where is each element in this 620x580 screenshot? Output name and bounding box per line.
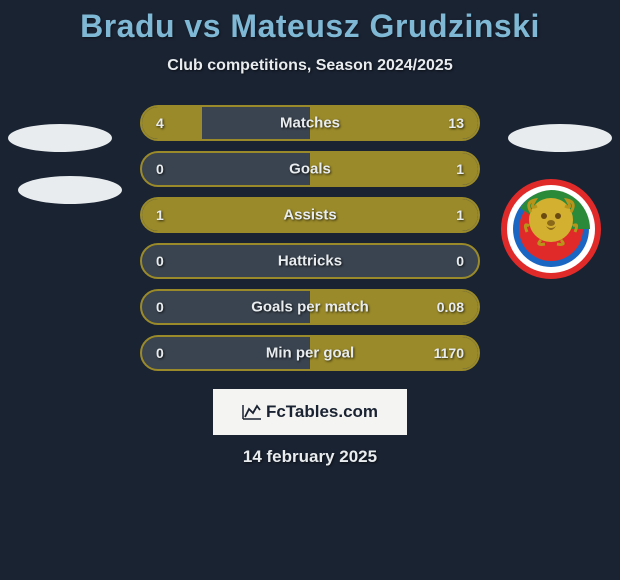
stat-row: 0Hattricks0 xyxy=(140,243,480,279)
stat-row: 0Goals1 xyxy=(140,151,480,187)
stat-value-right: 1 xyxy=(456,161,464,177)
stat-value-right: 0 xyxy=(456,253,464,269)
source-logo: FcTables.com xyxy=(213,389,407,435)
stat-value-right: 1170 xyxy=(434,345,464,361)
stat-value-right: 0.08 xyxy=(437,299,464,315)
stat-label: Min per goal xyxy=(142,345,478,362)
infographic-container: Bradu vs Mateusz Grudzinski Club competi… xyxy=(0,0,620,467)
stats-list: 4Matches130Goals11Assists10Hattricks00Go… xyxy=(0,105,620,371)
page-title: Bradu vs Mateusz Grudzinski xyxy=(0,8,620,45)
subtitle: Club competitions, Season 2024/2025 xyxy=(0,57,620,75)
stat-row: 0Goals per match0.08 xyxy=(140,289,480,325)
stat-row: 4Matches13 xyxy=(140,105,480,141)
source-logo-text: FcTables.com xyxy=(242,402,378,422)
logo-label: FcTables.com xyxy=(266,402,378,422)
stat-label: Matches xyxy=(142,115,478,132)
stat-row: 1Assists1 xyxy=(140,197,480,233)
stat-label: Hattricks xyxy=(142,253,478,270)
stat-value-right: 1 xyxy=(456,207,464,223)
chart-icon xyxy=(242,403,262,421)
stat-label: Goals xyxy=(142,161,478,178)
date-text: 14 february 2025 xyxy=(0,447,620,467)
stat-label: Goals per match xyxy=(142,299,478,316)
stat-row: 0Min per goal1170 xyxy=(140,335,480,371)
stat-label: Assists xyxy=(142,207,478,224)
stat-value-right: 13 xyxy=(448,115,464,131)
